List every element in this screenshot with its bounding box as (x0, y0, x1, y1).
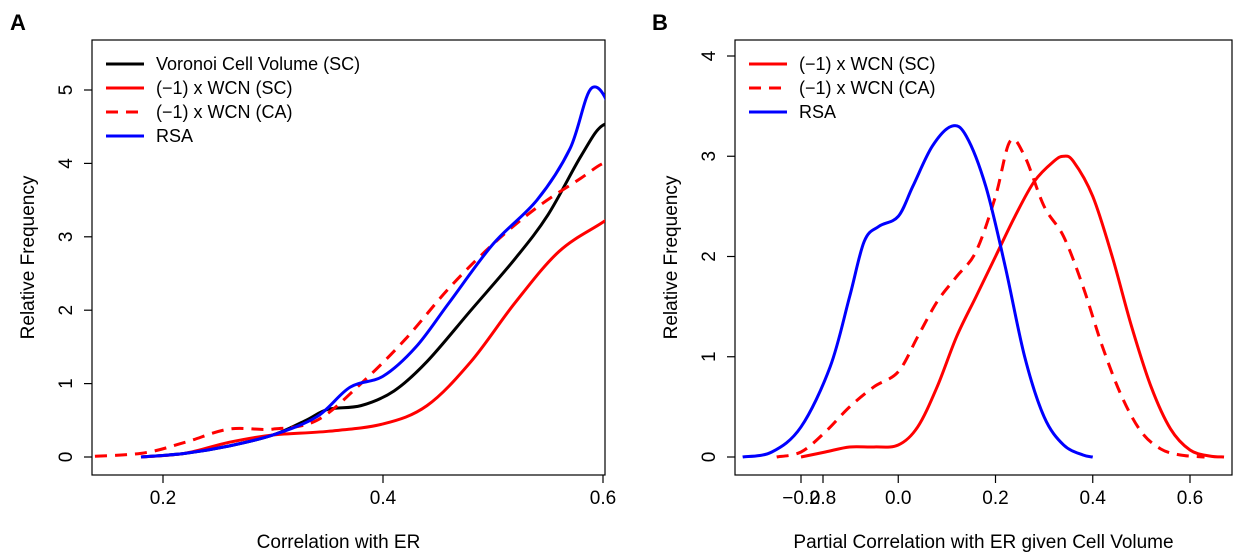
legend-label: RSA (799, 102, 836, 122)
x-axis-title: Correlation with ER (257, 532, 421, 552)
panel-a: A 0.2 0.4 0.6 0.8 0 1 2 3 4 5 Correlation with ER R… (10, 10, 836, 552)
y-tick-label: 0 (56, 452, 77, 463)
legend-label: (−1) x WCN (CA) (799, 78, 936, 98)
y-tick-label: 4 (56, 158, 77, 169)
series-line-0 (140, 122, 605, 459)
x-tick-label: 0.8 (810, 488, 836, 509)
y-tick-label: 3 (56, 232, 77, 243)
legend-label: (−1) x WCN (SC) (799, 54, 936, 74)
legend-label: Voronoi Cell Volume (SC) (156, 54, 360, 74)
x-tick-label: 0.0 (885, 488, 911, 509)
y-tick-label: 1 (699, 351, 720, 362)
legend-label: (−1) x WCN (CA) (156, 102, 293, 122)
y-tick-label: 1 (56, 378, 77, 389)
panel-b: B −0.2 0.0 0.2 0.4 0.6 0 1 2 3 4 Partial Correlati… (652, 10, 1233, 552)
y-axis-title: Relative Frequency (661, 175, 682, 339)
panel-letter-a: A (10, 10, 26, 35)
x-tick-label: 0.4 (1080, 488, 1107, 509)
legend-label: RSA (156, 126, 193, 146)
x-tick-label: 0.6 (590, 488, 616, 509)
plot-frame (91, 39, 606, 476)
x-tick-label: 0.2 (982, 488, 1008, 509)
x-tick-label: 0.2 (150, 488, 176, 509)
y-tick-label: 4 (699, 50, 720, 61)
y-tick-label: 3 (699, 151, 720, 162)
x-axis-title: Partial Correlation with ER given Cell V… (793, 532, 1173, 552)
series-line-3 (140, 85, 605, 459)
series-line-dashed-2 (92, 160, 605, 458)
series-line-1 (140, 219, 605, 459)
x-tick-label: 0.6 (1177, 488, 1203, 509)
y-tick-label: 0 (699, 452, 720, 463)
plot-frame (734, 39, 1233, 476)
y-axis-title: Relative Frequency (18, 175, 39, 339)
series-line-2 (742, 124, 1094, 459)
x-tick-label: 0.4 (370, 488, 397, 509)
x-tick-label: −0.2 (782, 488, 820, 509)
y-tick-label: 5 (56, 85, 77, 96)
y-tick-label: 2 (56, 305, 77, 316)
series-line-dashed-1 (776, 137, 1205, 459)
y-tick-label: 2 (699, 251, 720, 262)
legend-label: (−1) x WCN (SC) (156, 78, 293, 98)
panel-letter-b: B (652, 10, 668, 35)
